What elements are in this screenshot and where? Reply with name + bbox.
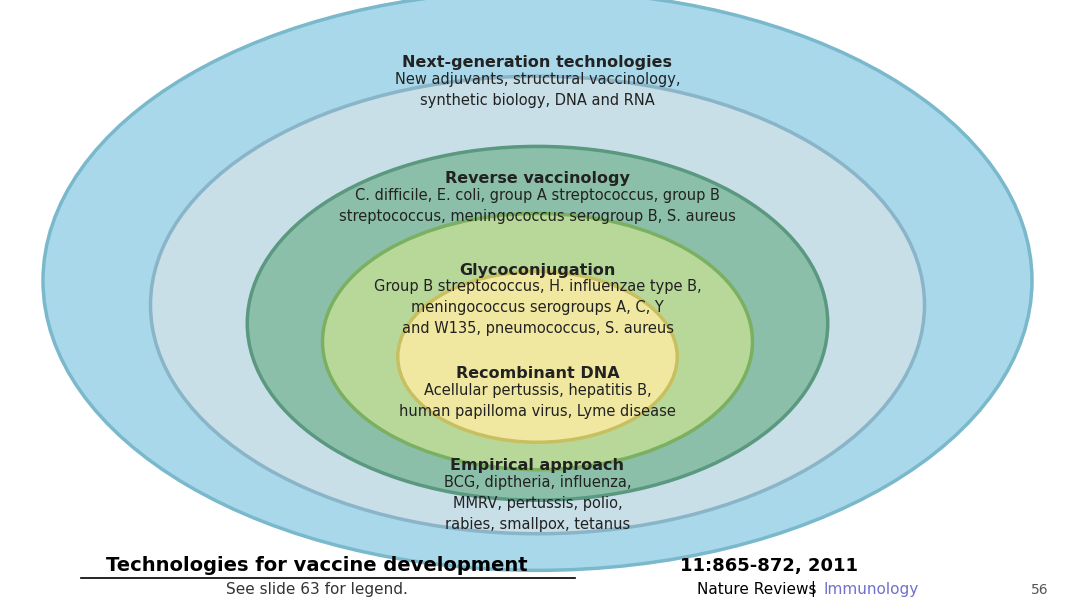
- Ellipse shape: [398, 271, 677, 442]
- Text: See slide 63 for legend.: See slide 63 for legend.: [226, 581, 408, 597]
- Ellipse shape: [151, 76, 924, 534]
- Text: Glycoconjugation: Glycoconjugation: [459, 262, 616, 278]
- Text: Reverse vaccinology: Reverse vaccinology: [445, 171, 630, 186]
- Ellipse shape: [247, 146, 828, 500]
- Text: 11:865-872, 2011: 11:865-872, 2011: [679, 556, 858, 575]
- Text: Nature Reviews: Nature Reviews: [697, 581, 816, 597]
- Text: C. difficile, E. coli, group A streptococcus, group B
streptococcus, meningococc: C. difficile, E. coli, group A streptoco…: [339, 188, 736, 224]
- Text: Immunology: Immunology: [823, 581, 919, 597]
- Text: Technologies for vaccine development: Technologies for vaccine development: [106, 556, 528, 575]
- Text: Acellular pertussis, hepatitis B,
human papilloma virus, Lyme disease: Acellular pertussis, hepatitis B, human …: [399, 383, 676, 419]
- Text: Group B streptococcus, H. influenzae type B,
meningococcus serogroups A, C, Y
an: Group B streptococcus, H. influenzae typ…: [374, 279, 701, 336]
- Ellipse shape: [43, 0, 1032, 570]
- Text: Empirical approach: Empirical approach: [450, 458, 625, 473]
- Text: |: |: [806, 581, 821, 597]
- Ellipse shape: [322, 214, 752, 470]
- Text: 56: 56: [1031, 583, 1048, 597]
- Text: BCG, diptheria, influenza,
MMRV, pertussis, polio,
rabies, smallpox, tetanus: BCG, diptheria, influenza, MMRV, pertuss…: [444, 475, 631, 531]
- Text: New adjuvants, structural vaccinology,
synthetic biology, DNA and RNA: New adjuvants, structural vaccinology, s…: [395, 72, 680, 108]
- Text: Next-generation technologies: Next-generation technologies: [402, 55, 673, 70]
- Text: Recombinant DNA: Recombinant DNA: [456, 366, 619, 381]
